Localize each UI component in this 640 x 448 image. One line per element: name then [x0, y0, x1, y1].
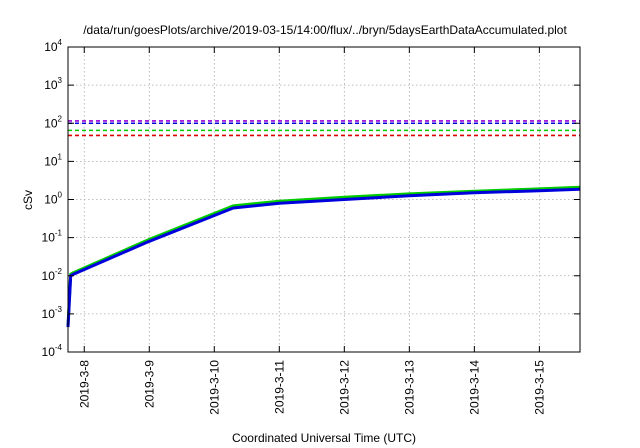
- y-tick-label: 103: [44, 76, 62, 92]
- x-tick-label: 2019-3-15: [532, 360, 546, 415]
- y-tick-label: 102: [44, 114, 62, 130]
- x-tick-label: 2019-3-10: [207, 360, 221, 415]
- y-tick-label: 100: [44, 191, 62, 207]
- y-axis: 10-4 10-3 10-2 10-1 100 101 102 103 104: [42, 38, 580, 359]
- chart-title: /data/run/goesPlots/archive/2019-03-15/1…: [83, 23, 567, 37]
- x-axis-label: Coordinated Universal Time (UTC): [232, 431, 416, 445]
- series-line: [66, 187, 581, 328]
- x-tick-label: 2019-3-11: [272, 360, 286, 414]
- y-axis-label: cSv: [21, 190, 35, 210]
- y-tick-label: 10-3: [42, 305, 63, 321]
- x-tick-label: 2019-3-9: [142, 360, 156, 408]
- y-tick-label: 104: [44, 38, 62, 54]
- x-tick-label: 2019-3-8: [77, 360, 91, 408]
- y-tick-label: 10-2: [42, 267, 63, 283]
- x-axis: 2019-3-8 2019-3-9 2019-3-10 2019-3-11 2019-3…: [77, 47, 546, 415]
- y-tick-label: 101: [44, 152, 62, 168]
- y-tick-label: 10-4: [42, 343, 63, 359]
- plot-area: [66, 120, 581, 328]
- x-tick-label: 2019-3-14: [467, 360, 481, 415]
- x-tick-label: 2019-3-12: [337, 360, 351, 415]
- x-tick-label: 2019-3-13: [402, 360, 416, 415]
- series-line: [66, 185, 581, 326]
- y-tick-label: 10-1: [42, 229, 63, 245]
